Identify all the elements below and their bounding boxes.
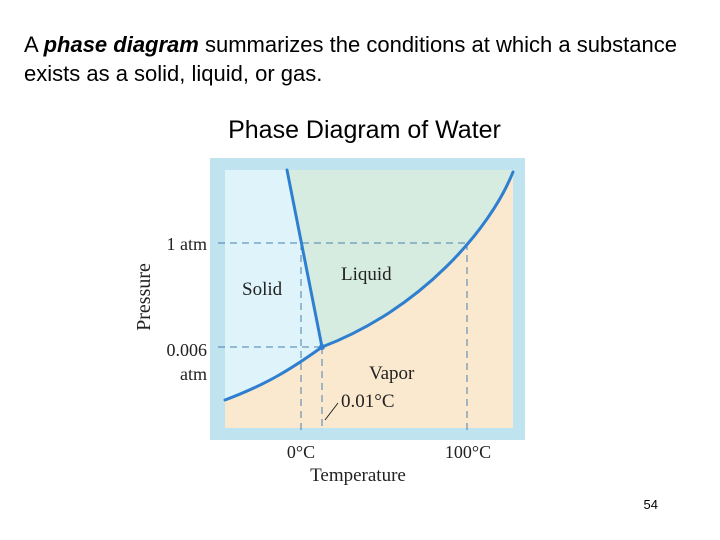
phase-boundaries (223, 168, 515, 402)
pressure-1atm-label: 1 atm (167, 234, 208, 254)
page-number: 54 (643, 497, 658, 512)
y-axis-label: Pressure (133, 263, 155, 331)
pressure-triple-label-line1: 0.006 (167, 340, 208, 360)
sublimation-curve (223, 345, 324, 402)
intro-suffix: summarizes the conditions at which a sub… (24, 32, 677, 86)
solid-label: Solid (242, 279, 283, 300)
temp-0-label: 0°C (287, 442, 315, 462)
x-axis-label: Temperature (310, 465, 406, 486)
vapor-label: Vapor (369, 363, 415, 384)
vaporization-curve (320, 170, 515, 349)
diagram-title: Phase Diagram of Water (228, 116, 501, 144)
triple-point-label: 0.01°C (341, 391, 395, 412)
liquid-label: Liquid (341, 264, 392, 285)
intro-emphasis: phase diagram (43, 32, 199, 57)
guide-lines (218, 242, 468, 430)
melting-curve (285, 168, 324, 349)
intro-prefix: A (24, 32, 44, 57)
liquid-region (287, 170, 513, 347)
pressure-triple-label-line2: atm (180, 364, 207, 384)
triple-point-pointer (324, 402, 339, 421)
intro-text: A phase diagram summarizes the condition… (24, 30, 704, 88)
triple-point (319, 344, 325, 350)
temp-100-label: 100°C (445, 442, 491, 462)
